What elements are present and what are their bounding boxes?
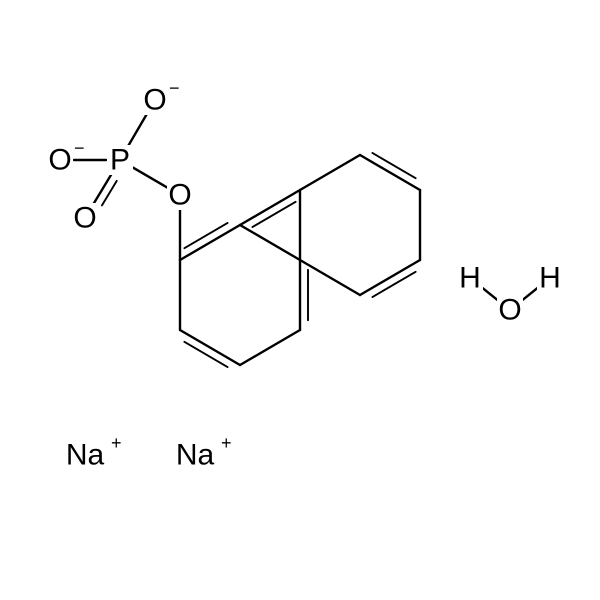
svg-text:+: +: [111, 433, 122, 453]
svg-text:O: O: [168, 179, 191, 212]
svg-text:O: O: [498, 294, 521, 327]
svg-text:Na: Na: [176, 439, 215, 472]
svg-text:−: −: [74, 138, 85, 158]
svg-text:P: P: [110, 144, 130, 177]
molecule-diagram: OPO−O−OOHHNa+Na+: [0, 0, 600, 600]
svg-text:O: O: [73, 202, 96, 235]
svg-text:O: O: [48, 144, 71, 177]
svg-text:+: +: [221, 433, 232, 453]
svg-text:H: H: [539, 262, 561, 295]
svg-text:H: H: [459, 262, 481, 295]
svg-text:−: −: [169, 78, 180, 98]
svg-text:O: O: [143, 84, 166, 117]
svg-text:Na: Na: [66, 439, 105, 472]
